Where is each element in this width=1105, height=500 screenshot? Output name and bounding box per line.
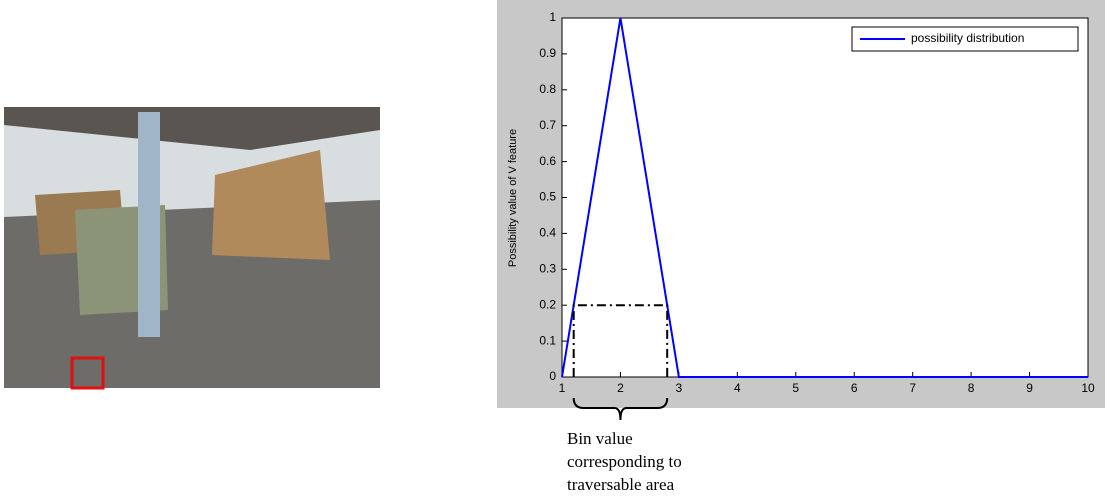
y-tick-label: 0 xyxy=(549,369,556,383)
y-tick-label: 0.6 xyxy=(539,154,556,168)
brace xyxy=(572,397,669,421)
annotation: Bin value xyxy=(567,429,633,448)
threshold-box xyxy=(572,304,669,377)
x-tick-label: 4 xyxy=(734,381,741,395)
x-tick-label: 7 xyxy=(909,381,916,395)
annotation: traversable area xyxy=(567,475,675,494)
y-tick-label: 1 xyxy=(549,10,556,24)
x-tick-label: 5 xyxy=(792,381,799,395)
x-tick-label: 10 xyxy=(1081,381,1095,395)
y-axis-label: Possibility value of V feature xyxy=(507,129,519,267)
annotation: corresponding to xyxy=(567,452,682,471)
legend-label: possibility distribution xyxy=(911,31,1024,45)
y-tick-label: 0.9 xyxy=(539,46,556,60)
x-tick-label: 2 xyxy=(617,381,624,395)
legend: possibility distribution xyxy=(851,26,1079,52)
y-tick-label: 0.4 xyxy=(539,226,556,240)
x-tick-label: 9 xyxy=(1026,381,1033,395)
photo xyxy=(4,107,380,390)
y-tick-label: 0.1 xyxy=(539,333,556,347)
y-tick-label: 0.3 xyxy=(539,261,556,275)
series-line xyxy=(561,17,1088,378)
x-tick-label: 3 xyxy=(676,381,683,395)
x-tick-label: 1 xyxy=(559,381,566,395)
x-tick-label: 6 xyxy=(851,381,858,395)
x-tick-label: 8 xyxy=(968,381,975,395)
y-tick-label: 0.2 xyxy=(539,297,556,311)
plot-area xyxy=(561,17,1089,378)
y-tick-label: 0.8 xyxy=(539,82,556,96)
y-tick-label: 0.7 xyxy=(539,118,556,132)
y-tick-label: 0.5 xyxy=(539,190,556,204)
